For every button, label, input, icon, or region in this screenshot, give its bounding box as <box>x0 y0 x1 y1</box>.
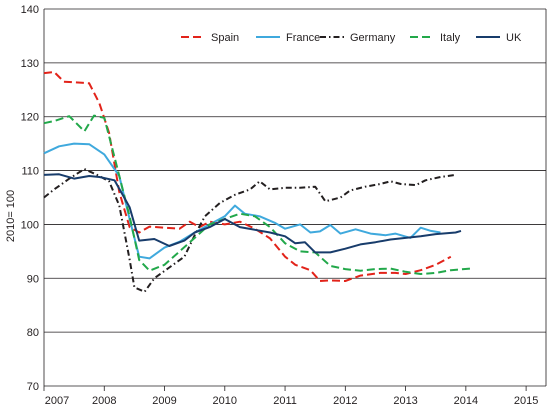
y-axis-label: 2010= 100 <box>5 190 17 242</box>
legend-label-uk: UK <box>506 32 522 44</box>
legend-label-germany: Germany <box>350 32 396 44</box>
series-line-uk <box>43 173 462 254</box>
y-tick-label: 120 <box>21 112 39 124</box>
legend: Spain France Germany Italy UK <box>181 32 522 44</box>
y-tick-label: 90 <box>27 273 39 285</box>
x-tick-label: 2007 <box>45 395 69 407</box>
y-tick-label: 140 <box>21 4 39 16</box>
legend-label-italy: Italy <box>440 32 461 44</box>
y-tick-label: 100 <box>21 219 39 231</box>
y-tick-label: 80 <box>27 327 39 339</box>
y-tick-label: 130 <box>21 58 39 70</box>
x-tick-label: 2008 <box>92 395 116 407</box>
legend-label-spain: Spain <box>211 32 239 44</box>
series-line-germany <box>43 168 456 293</box>
y-tick-label: 70 <box>27 381 39 393</box>
x-tick-label: 2014 <box>454 395 478 407</box>
x-tick-label: 2012 <box>333 395 357 407</box>
series-line-spain <box>43 71 452 282</box>
gridlines <box>44 8 546 387</box>
series-lines <box>43 71 471 293</box>
x-tick-label: 2010 <box>213 395 237 407</box>
legend-label-france: France <box>286 32 320 44</box>
series-line-italy <box>43 114 471 275</box>
x-tick-label: 2015 <box>514 395 538 407</box>
y-tick-label: 110 <box>21 166 39 178</box>
x-tick-label: 2009 <box>152 395 176 407</box>
x-tick-label: 2013 <box>393 395 417 407</box>
axes: 70 80 90 100 110 120 130 140 2007 2008 2009 2010 201… <box>21 4 547 407</box>
x-tick-label: 2011 <box>273 395 297 407</box>
